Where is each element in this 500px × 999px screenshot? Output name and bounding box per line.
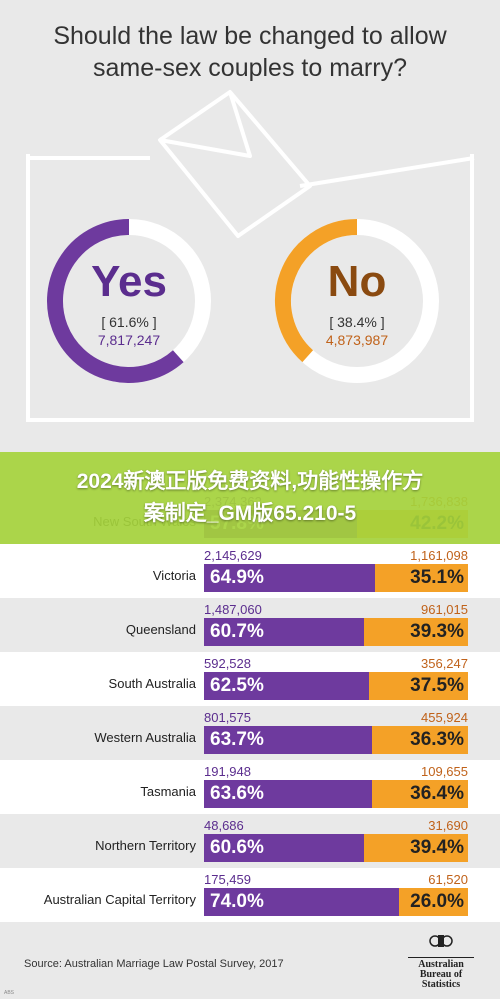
table-row: South Australia 592,528 356,247 62.5% 37.5% (0, 652, 500, 706)
region-label: Tasmania (140, 784, 196, 799)
yes-bar (204, 726, 373, 754)
yes-count-label: 175,459 (204, 872, 251, 887)
table-row: Victoria 2,145,629 1,161,098 64.9% 35.1% (0, 544, 500, 598)
no-donut-arc (275, 219, 358, 363)
overlay-banner-line-1: 2024新澳正版免费资料,功能性操作方 (76, 470, 424, 493)
yes-percent-label: 64.9% (210, 567, 264, 588)
no-summary: No [ 38.4% ] 4,873,987 (272, 257, 442, 349)
no-percent-label: 35.1% (410, 567, 464, 588)
no-percent-label: 26.0% (410, 891, 464, 912)
no-percent-label: 39.4% (410, 837, 464, 858)
yes-bar (204, 834, 364, 862)
table-row: Western Australia 801,575 455,924 63.7% 36.3… (0, 706, 500, 760)
yes-percent-label: 60.6% (210, 837, 264, 858)
yes-summary: Yes [ 61.6% ] 7,817,247 (44, 257, 214, 349)
region-label: Australian Capital Territory (43, 892, 196, 907)
table-row: Queensland 1,487,060 961,015 60.7% 39.3% (0, 598, 500, 652)
no-bar: 60.7% 39.3% (204, 618, 468, 646)
no-count-label: 961,015 (421, 602, 468, 617)
table-row: Northern Territory 48,686 31,690 60.6% 39.4% (0, 814, 500, 868)
table-row: Australian Capital Territory 175,459 61,52… (0, 868, 500, 922)
yes-donut-arc (47, 219, 184, 383)
yes-count-label: 191,948 (204, 764, 251, 779)
no-bar: 63.6% 36.4% (204, 780, 468, 808)
yes-bar (204, 780, 372, 808)
no-bar: 63.7% 36.3% (204, 726, 468, 754)
title-line-1: Should the law be changed to allow (53, 22, 447, 50)
no-count-label: 1,161,098 (410, 548, 468, 563)
chart-title: Should the law be changed to allow same-… (0, 20, 500, 84)
yes-label: Yes (91, 257, 167, 306)
region-label: South Australia (108, 676, 196, 691)
no-percent-label: 36.3% (410, 729, 464, 750)
yes-count-label: 592,528 (204, 656, 251, 671)
no-percent: [ 38.4% ] (329, 314, 385, 330)
region-label: Queensland (125, 622, 196, 637)
yes-bar (204, 618, 365, 646)
yes-bar (204, 564, 376, 592)
title-line-2: same-sex couples to marry? (92, 54, 407, 82)
no-bar: 74.0% 26.0% (204, 888, 468, 916)
yes-bar (204, 672, 369, 700)
yes-bar (204, 888, 400, 916)
yes-percent-label: 74.0% (210, 891, 264, 912)
yes-donut (47, 219, 211, 383)
no-donut (275, 219, 439, 383)
yes-count-label: 48,686 (204, 818, 244, 833)
no-count-label: 109,655 (421, 764, 468, 779)
no-count: 4,873,987 (325, 332, 389, 348)
no-percent-label: 36.4% (410, 783, 464, 804)
overlay-banner: 2024新澳正版免费资料,功能性操作方 案制定_GM版65.210-5 (0, 452, 500, 544)
no-count-label: 356,247 (421, 656, 468, 671)
yes-count-label: 1,487,060 (204, 602, 262, 617)
abs-logo-line-2: Bureau of (419, 969, 463, 980)
region-label: Northern Territory (95, 838, 196, 853)
source-note: Source: Australian Marriage Law Postal S… (24, 958, 284, 970)
corner-tag: ABS (4, 990, 15, 996)
no-count-label: 61,520 (428, 872, 468, 887)
overlay-banner-line-2: 案制定_GM版65.210-5 (143, 502, 357, 525)
abs-logo: Australian Bureau of Statistics (408, 932, 474, 994)
abs-logo-line-1: Australian (418, 959, 464, 970)
yes-count-label: 801,575 (204, 710, 251, 725)
yes-count: 7,817,247 (97, 332, 161, 348)
no-bar: 62.5% 37.5% (204, 672, 468, 700)
table-row: Tasmania 191,948 109,655 63.6% 36.4% (0, 760, 500, 814)
yes-percent-label: 62.5% (210, 675, 264, 696)
crest-icon (429, 935, 453, 947)
yes-percent-label: 60.7% (210, 621, 264, 642)
no-bar: 60.6% 39.4% (204, 834, 468, 862)
no-percent-label: 37.5% (410, 675, 464, 696)
yes-percent-label: 63.6% (210, 783, 264, 804)
yes-percent-label: 63.7% (210, 729, 264, 750)
region-label: Victoria (152, 568, 196, 583)
abs-logo-text: Australian Bureau of Statistics (408, 957, 474, 990)
abs-logo-line-3: Statistics (421, 979, 461, 990)
ballot-box (26, 154, 474, 422)
yes-count-label: 2,145,629 (204, 548, 262, 563)
no-label: No (327, 257, 387, 306)
no-count-label: 31,690 (428, 818, 468, 833)
no-bar: 64.9% 35.1% (204, 564, 468, 592)
yes-percent: [ 61.6% ] (101, 314, 157, 330)
no-percent-label: 39.3% (410, 621, 464, 642)
envelope-icon (26, 90, 475, 238)
no-count-label: 455,924 (421, 710, 468, 725)
region-label: Western Australia (94, 730, 196, 745)
